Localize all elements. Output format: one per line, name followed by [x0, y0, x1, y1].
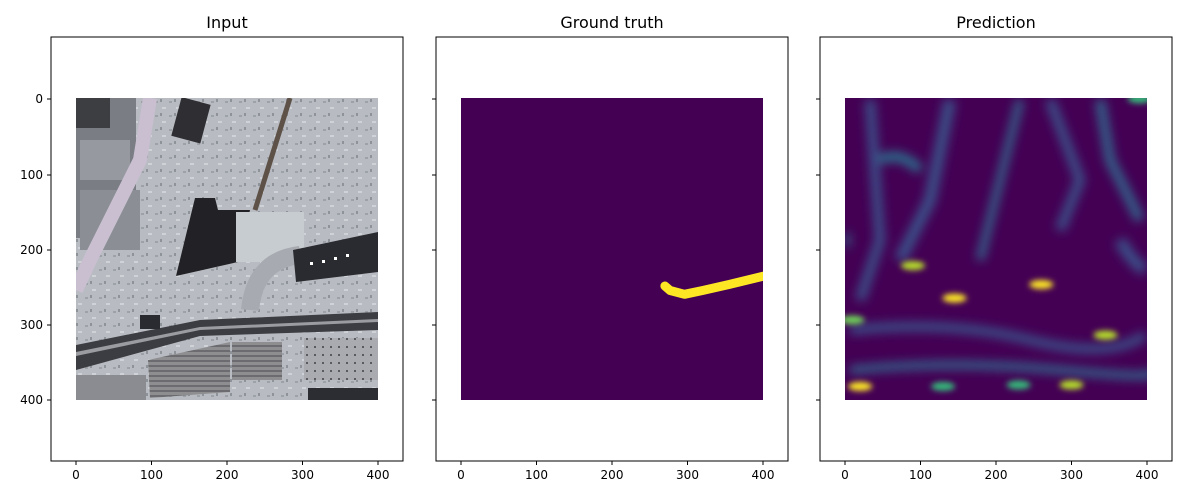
x-tick-label: 0	[841, 468, 849, 482]
x-tick-label: 100	[525, 468, 548, 482]
panel-input: Input	[20, 13, 404, 482]
prediction-heatmap-image	[845, 98, 1147, 400]
y-ticks	[432, 98, 436, 401]
prediction-hotspot	[1006, 380, 1031, 390]
prediction-hotspot	[901, 261, 925, 271]
mask-background	[461, 98, 763, 400]
panel-prediction: Prediction 0 100	[816, 13, 1173, 482]
prediction-hotspot	[1029, 280, 1054, 289]
x-tick-label: 400	[367, 468, 390, 482]
x-tick-label: 300	[676, 468, 699, 482]
x-tick-label: 300	[291, 468, 314, 482]
y-tick-label: 100	[20, 168, 43, 182]
prediction-hotspot	[931, 381, 956, 391]
x-tick-label: 200	[985, 468, 1008, 482]
x-tick-label: 200	[601, 468, 624, 482]
x-ticks: 0 100 200 300 400	[457, 461, 774, 482]
x-tick-label: 0	[457, 468, 465, 482]
ground-truth-mask-image	[461, 98, 763, 400]
prediction-hotspot	[845, 315, 865, 325]
prediction-hotspot	[848, 381, 873, 391]
prediction-hotspot	[1059, 380, 1084, 390]
y-ticks	[816, 98, 820, 401]
x-tick-label: 0	[72, 468, 80, 482]
input-aerial-image	[76, 98, 378, 400]
panel-title: Input	[206, 13, 247, 32]
x-tick-label: 200	[216, 468, 239, 482]
x-tick-label: 100	[909, 468, 932, 482]
x-ticks: 0 100 200 300 400	[841, 461, 1158, 482]
x-tick-label: 400	[1136, 468, 1159, 482]
y-ticks: 0 100 200 300 400	[20, 92, 51, 407]
x-ticks: 0 100 200 300 400	[72, 461, 389, 482]
panel-title: Ground truth	[560, 13, 663, 32]
y-tick-label: 200	[20, 243, 43, 257]
mask-road-segment	[660, 271, 763, 299]
prediction-hotspot	[1127, 98, 1147, 104]
x-tick-label: 300	[1060, 468, 1083, 482]
x-tick-label: 400	[752, 468, 775, 482]
panel-title: Prediction	[956, 13, 1035, 32]
y-tick-label: 0	[35, 92, 43, 106]
prediction-hotspots	[845, 98, 1147, 391]
prediction-hotspot	[1093, 330, 1118, 340]
panel-ground-truth: Ground truth 0 100 200 300 400	[432, 13, 789, 482]
prediction-hotspot	[942, 293, 967, 303]
y-tick-label: 400	[20, 393, 43, 407]
y-tick-label: 300	[20, 318, 43, 332]
x-tick-label: 100	[140, 468, 163, 482]
